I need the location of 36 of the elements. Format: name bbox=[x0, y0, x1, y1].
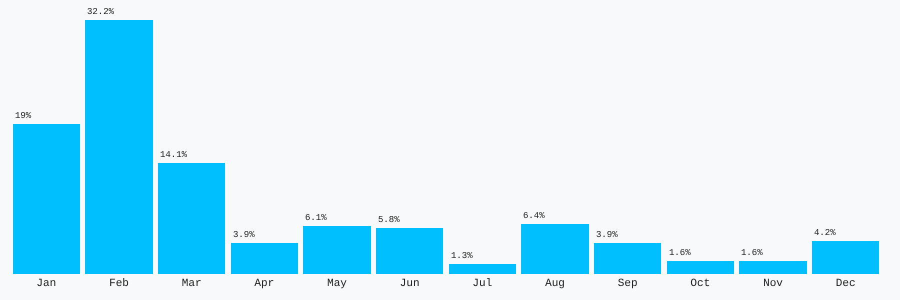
x-tick-label: Jan bbox=[36, 278, 56, 290]
bar bbox=[812, 241, 879, 274]
data-label: 6.4% bbox=[523, 211, 546, 221]
data-label: 14.1% bbox=[160, 150, 188, 160]
data-label: 1.6% bbox=[741, 248, 764, 258]
bar bbox=[13, 124, 80, 274]
bar bbox=[231, 243, 298, 274]
bar bbox=[85, 20, 153, 274]
x-tick-label: Jun bbox=[400, 278, 420, 290]
data-label: 5.8% bbox=[378, 215, 400, 225]
bar bbox=[739, 261, 807, 274]
data-label: 1.3% bbox=[451, 251, 474, 261]
x-tick-label: Feb bbox=[109, 278, 129, 290]
bar bbox=[158, 163, 225, 274]
data-label: 3.9% bbox=[233, 230, 256, 240]
bar bbox=[667, 261, 734, 274]
x-tick-label: Dec bbox=[836, 278, 856, 290]
x-tick-label: Aug bbox=[545, 278, 565, 290]
data-label: 19% bbox=[15, 111, 32, 121]
data-label: 4.2% bbox=[814, 228, 836, 238]
x-tick-label: Oct bbox=[690, 278, 710, 290]
x-tick-label: Nov bbox=[763, 278, 784, 290]
x-tick-label: Mar bbox=[182, 278, 202, 290]
x-tick-label: Apr bbox=[254, 278, 274, 290]
bar bbox=[521, 224, 589, 274]
x-tick-label: May bbox=[327, 278, 348, 290]
bar bbox=[303, 226, 371, 274]
data-label: 3.9% bbox=[596, 230, 618, 240]
bar bbox=[449, 264, 516, 274]
data-label: 1.6% bbox=[669, 248, 692, 258]
bar bbox=[376, 228, 443, 274]
bar bbox=[594, 243, 661, 274]
data-label: 6.1% bbox=[305, 213, 328, 223]
data-label: 32.2% bbox=[87, 7, 115, 17]
x-tick-label: Sep bbox=[618, 278, 638, 290]
x-tick-label: Jul bbox=[472, 278, 492, 290]
